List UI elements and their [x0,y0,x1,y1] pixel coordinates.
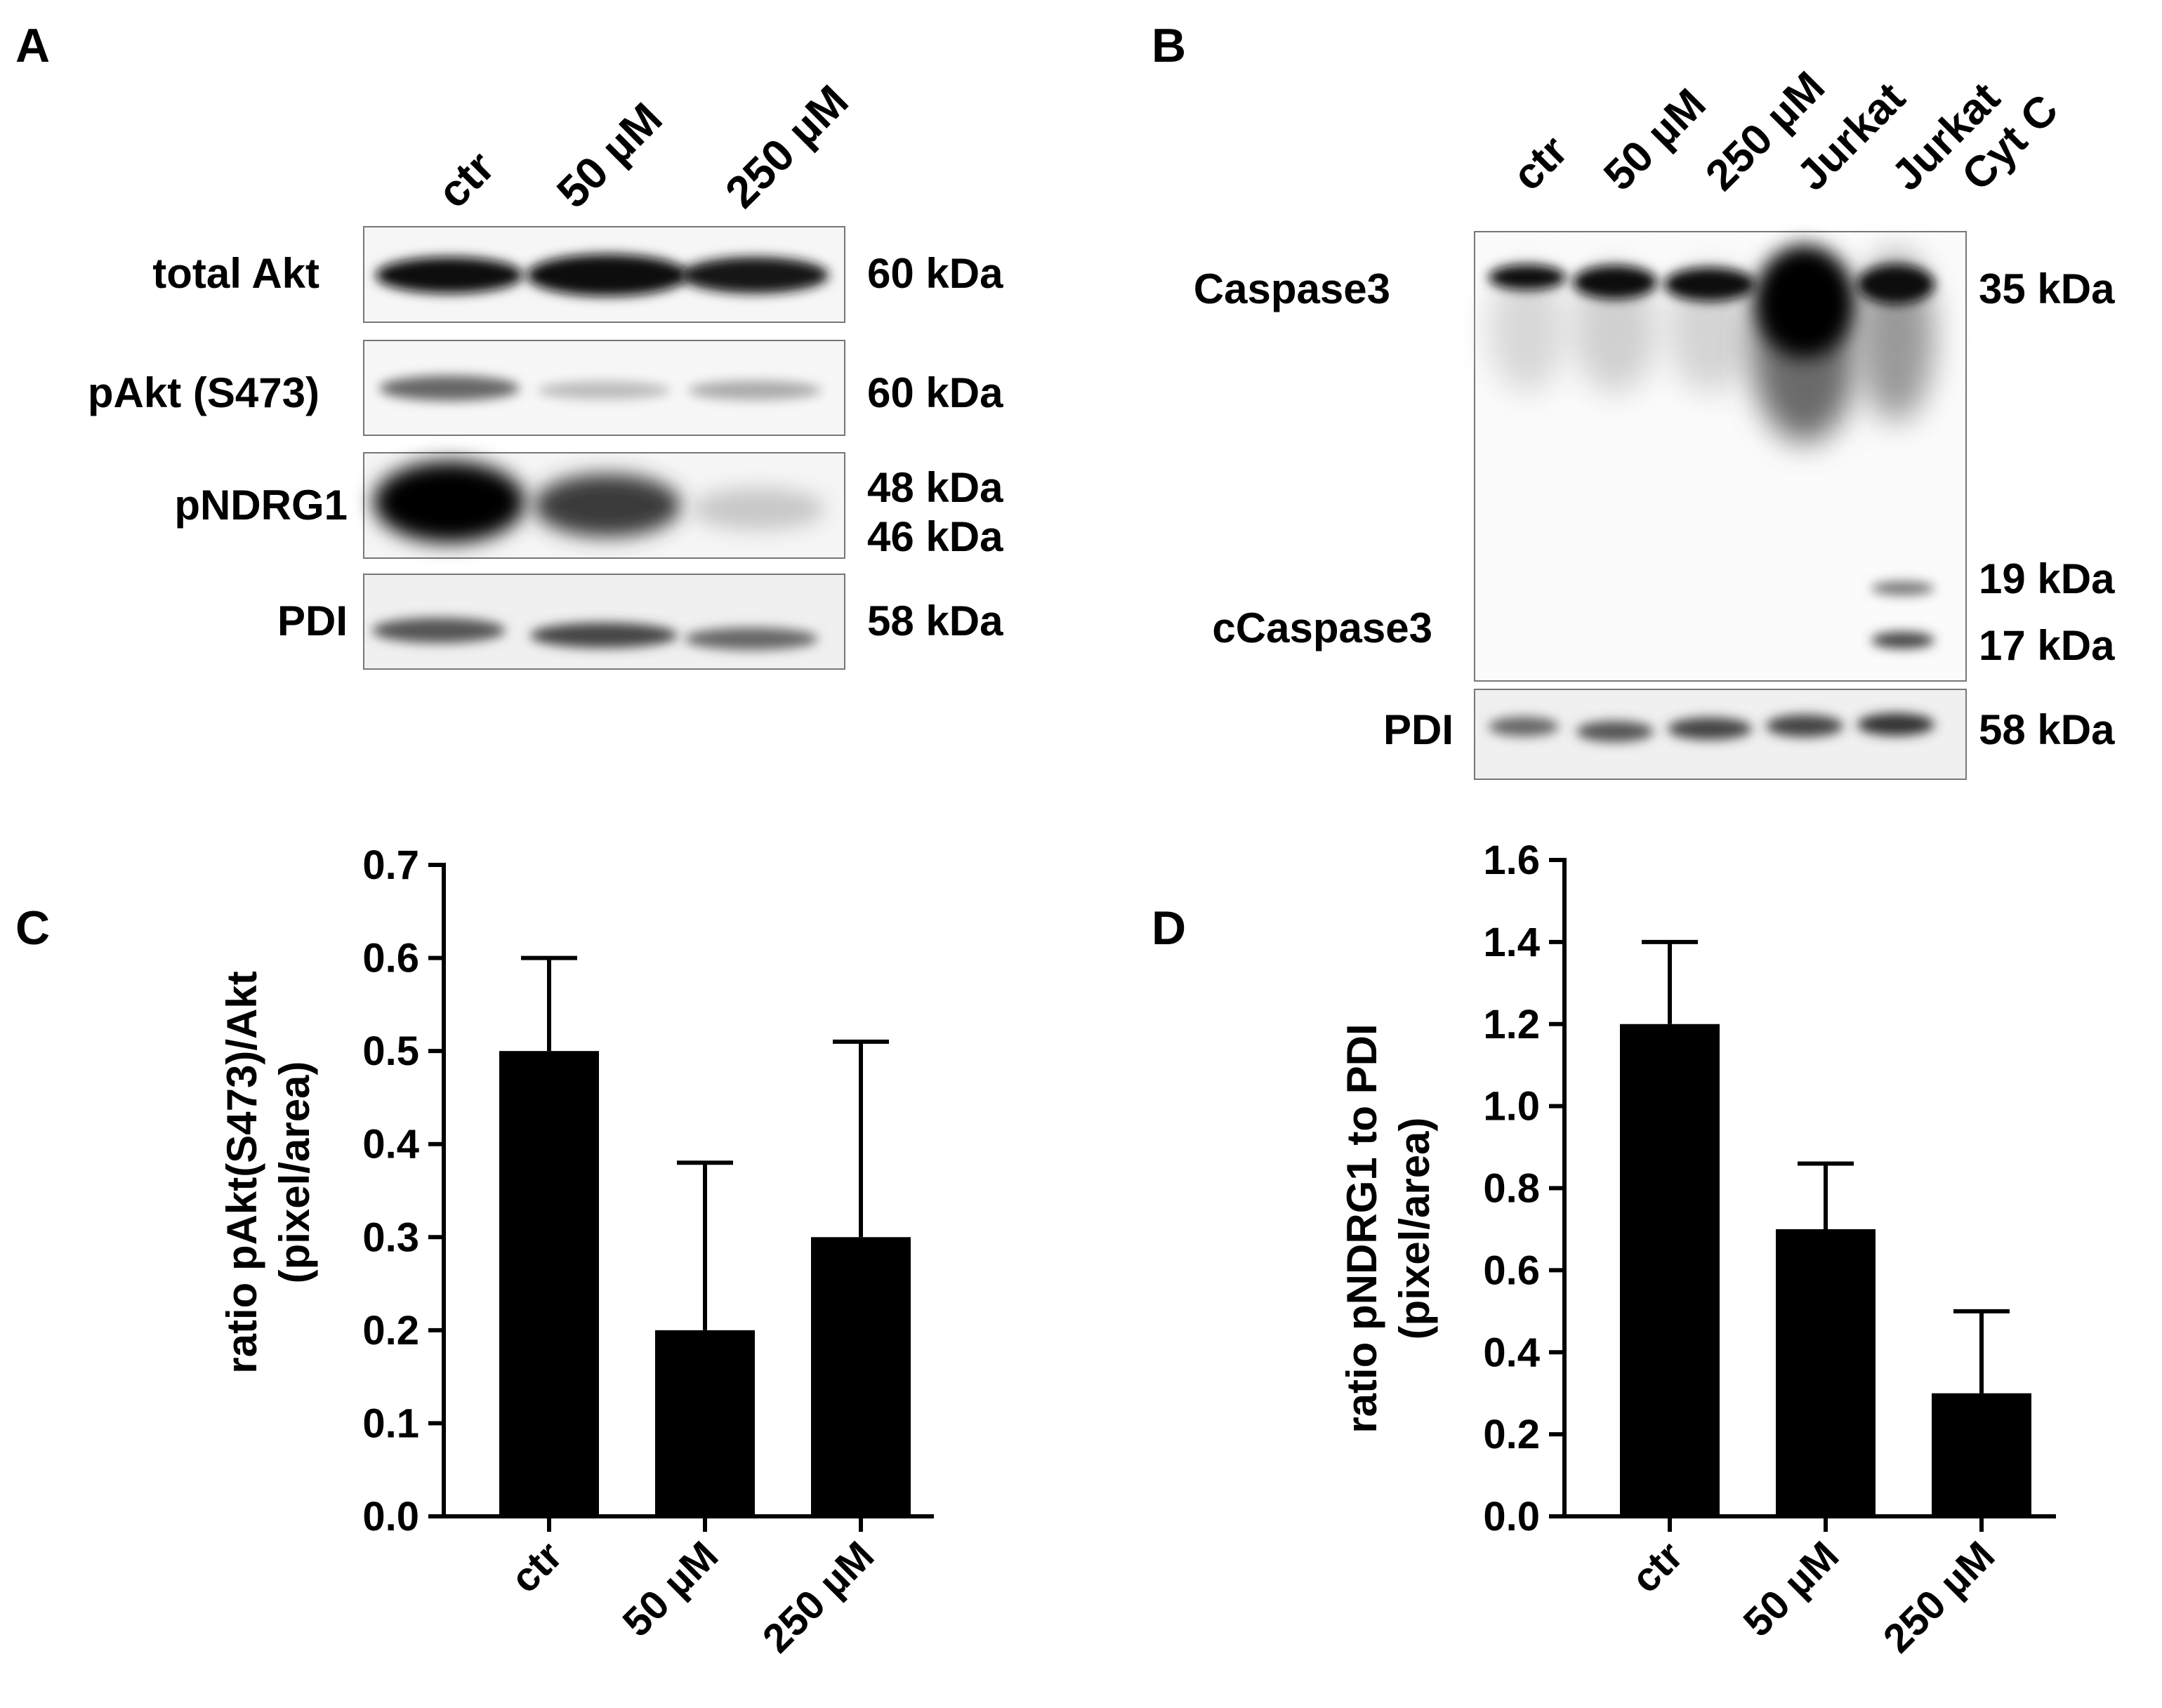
y-tick-label: 1.4 [1483,920,1540,965]
y-axis-label-units: (pixel/area) [271,1061,318,1284]
kda-label: 19 kDa [1979,555,2115,602]
blot-pdi-b [1474,689,1967,780]
kda-label: 46 kDa [867,513,1003,560]
x-ticks: ctr 50 µM 250 µM [1623,1516,2003,1662]
y-tick-label: 1.2 [1483,1002,1540,1047]
x-tick-label: ctr [1623,1532,1692,1601]
kda-label: 58 kDa [1979,706,2115,753]
y-ticks: 0.0 0.2 0.4 0.6 0.8 1.0 1.2 1.4 1.6 [1483,838,1564,1540]
bars [499,955,911,1516]
y-tick-label: 0.4 [1483,1330,1540,1375]
bar [499,1051,599,1516]
panel-b: B ctr 50 µM 250 µM Jurkat Jurkat Cyt C C… [1152,19,2115,780]
y-tick-label: 1.0 [1483,1084,1540,1130]
panel-a: A ctr 50 µM 250 µM total Akt pAkt (S473)… [15,19,1003,670]
blot-row-label: Caspase3 [1194,265,1390,312]
blot-total-akt [363,226,845,323]
y-tick-label: 0.5 [362,1028,419,1074]
kda-label: 58 kDa [867,597,1003,644]
panel-letter-a: A [15,19,50,72]
panel-letter-b: B [1152,19,1186,72]
kda-label: 60 kDa [867,369,1003,416]
y-tick-label: 0.6 [362,936,419,981]
y-tick-label: 0.7 [362,842,419,888]
kda-label: 48 kDa [867,464,1003,511]
blot-pndrg1 [363,452,845,559]
panel-letter-c: C [15,901,50,955]
bar-chart-c: 0.00.10.20.30.40.50.60.7 ctr 50 µM 250 µM … [218,842,934,1662]
y-tick-label: 0.4 [362,1122,419,1167]
y-tick-label: 0.8 [1483,1166,1540,1212]
bar [655,1330,755,1516]
x-ticks: ctr 50 µM 250 µM [502,1516,883,1662]
y-axis-label: ratio pNDRG1 to PDI [1338,1024,1385,1433]
x-tick-label: 250 µM [1875,1532,2004,1662]
y-tick-label: 0.2 [362,1308,419,1353]
blot-row-label: PDI [1383,706,1454,753]
x-tick-label: ctr [502,1532,571,1601]
lane-label: 250 µM [716,75,858,218]
y-tick-label: 1.6 [1483,838,1540,883]
blot-pakt [363,340,845,436]
kda-label: 17 kDa [1979,622,2115,669]
x-tick-label: 250 µM [754,1532,883,1662]
y-tick-label: 0.0 [1483,1494,1540,1540]
blot-pdi-a [363,574,845,670]
panel-d: D 0.0 0.2 0.4 0.6 0.8 1.0 1.2 1.4 1.6 ctr 50 µM 25… [1152,838,2056,1662]
y-axis-label-units: (pixel/area) [1391,1118,1438,1340]
lane-label: ctr [428,141,504,218]
kda-label: 60 kDa [867,250,1003,297]
bar [1620,1024,1720,1516]
x-tick-label: 50 µM [1734,1532,1847,1646]
blot-row-label: total Akt [152,250,319,297]
x-tick-label: 50 µM [614,1532,727,1646]
panel-letter-d: D [1152,901,1186,955]
bar-chart-d: 0.0 0.2 0.4 0.6 0.8 1.0 1.2 1.4 1.6 ctr 50 µM 250 … [1338,838,2056,1662]
blot-caspase3 [1474,231,1967,682]
y-ticks: 0.0 0.1 0.2 0.3 0.4 0.5 0.6 0.7 [362,842,444,1540]
bars [1620,939,2031,1516]
bar [811,1237,911,1516]
y-tick-label: 0.3 [362,1214,419,1260]
blot-row-label: pAkt (S473) [88,369,319,416]
bar [1932,1393,2031,1516]
blot-row-label: PDI [277,597,348,644]
panel-c: C 0.0 0.1 0.2 0.3 0.4 0.5 0.6 0.7 ctr 50 µM 250 µ… [15,842,934,1662]
bar [1776,1229,1876,1516]
kda-label: 35 kDa [1979,265,2115,312]
blot-row-label: pNDRG1 [174,482,348,529]
y-tick-label: 0.2 [1483,1412,1540,1457]
y-tick-label: 0.6 [1483,1247,1540,1293]
lane-label: 50 µM [1595,79,1715,200]
y-axis-label: ratio pAkt(S473)/Akt [218,971,265,1373]
y-tick-label: 0.0 [362,1494,419,1540]
y-tick-label: 0.1 [362,1401,419,1446]
lane-label: ctr [1503,126,1577,200]
lane-label: 50 µM [547,93,672,218]
blot-row-label: cCaspase3 [1212,604,1432,651]
